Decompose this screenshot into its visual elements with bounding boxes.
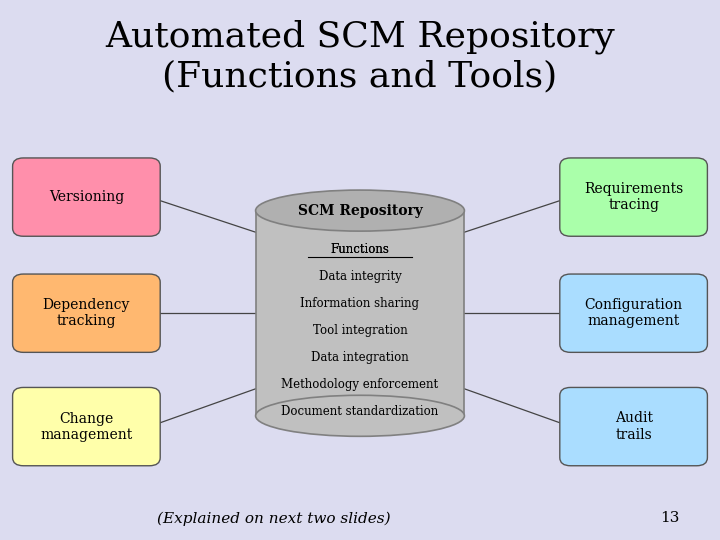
Text: Methodology enforcement: Methodology enforcement xyxy=(282,378,438,391)
Bar xyxy=(256,211,464,416)
FancyBboxPatch shape xyxy=(560,158,707,237)
Ellipse shape xyxy=(256,395,464,436)
Text: 13: 13 xyxy=(660,511,679,525)
Text: Dependency
tracking: Dependency tracking xyxy=(42,298,130,328)
Text: (Explained on next two slides): (Explained on next two slides) xyxy=(157,511,390,525)
Text: Audit
trails: Audit trails xyxy=(615,411,652,442)
FancyBboxPatch shape xyxy=(560,388,707,465)
Text: SCM Repository: SCM Repository xyxy=(297,204,423,218)
Text: Versioning: Versioning xyxy=(49,190,124,204)
Text: Configuration
management: Configuration management xyxy=(585,298,683,328)
Text: Tool integration: Tool integration xyxy=(312,324,408,337)
Text: Automated SCM Repository
(Functions and Tools): Automated SCM Repository (Functions and … xyxy=(105,20,615,93)
FancyBboxPatch shape xyxy=(13,274,160,353)
FancyBboxPatch shape xyxy=(560,274,707,353)
Text: Functions: Functions xyxy=(330,243,390,256)
Text: Change
management: Change management xyxy=(40,411,132,442)
FancyBboxPatch shape xyxy=(13,158,160,237)
Text: Data integrity: Data integrity xyxy=(319,270,401,283)
Text: Document standardization: Document standardization xyxy=(282,405,438,418)
Text: Information sharing: Information sharing xyxy=(300,297,420,310)
Text: Data integration: Data integration xyxy=(311,351,409,364)
Text: Functions: Functions xyxy=(330,243,390,256)
Text: Requirements
tracing: Requirements tracing xyxy=(584,182,683,212)
FancyBboxPatch shape xyxy=(13,388,160,465)
Ellipse shape xyxy=(256,190,464,231)
